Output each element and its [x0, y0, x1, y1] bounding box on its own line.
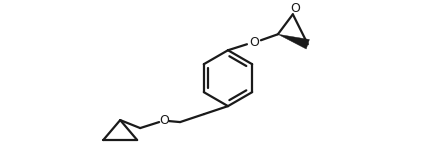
Text: O: O — [290, 2, 300, 15]
Polygon shape — [278, 34, 309, 49]
Text: O: O — [159, 114, 169, 127]
Text: O: O — [249, 36, 259, 49]
